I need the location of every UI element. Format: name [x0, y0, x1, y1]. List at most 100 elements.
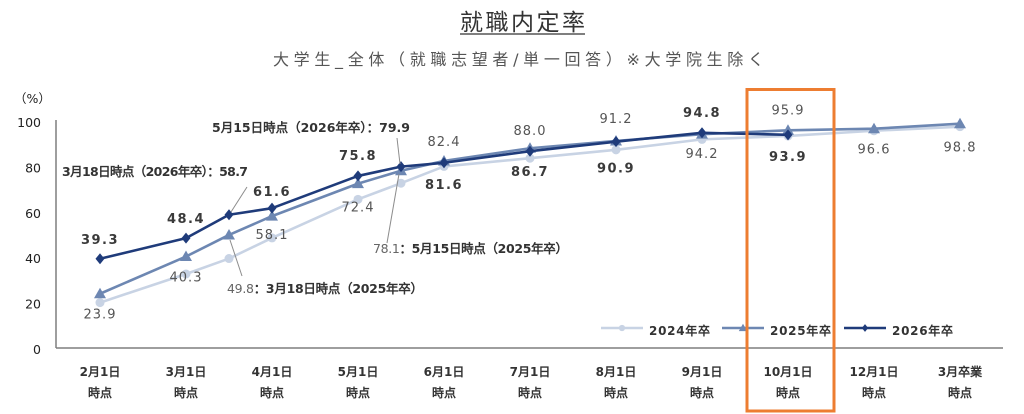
- circle-marker-icon: [396, 178, 406, 188]
- annotation-label: ：3月18日時点（2025年卒）: [254, 281, 423, 296]
- x-category-suffix: 時点: [432, 385, 456, 400]
- data-label: 90.9: [597, 162, 635, 177]
- x-category-suffix: 時点: [88, 385, 112, 400]
- annotation-label: ：5月15日時点（2025年卒）: [399, 241, 568, 256]
- data-label: 23.9: [84, 308, 117, 323]
- x-category-suffix: 時点: [174, 385, 198, 400]
- x-category-date: 8月1日: [596, 365, 637, 379]
- data-label: 88.0: [514, 124, 547, 139]
- circle-marker-icon: [95, 298, 105, 308]
- data-label: 72.4: [342, 201, 375, 216]
- data-labels: 23.9 40.3 58.1 72.4 82.4 88.0 91.2 94.2 95.9 96.6…: [81, 103, 977, 323]
- triangle-marker-icon: [94, 287, 106, 299]
- annotation-text: 49.8：3月18日時点（2025年卒）: [227, 281, 423, 296]
- annotation-label: 5月15日時点（2026年卒）：: [212, 120, 379, 135]
- chart-title: 就職内定率: [460, 10, 585, 36]
- diamond-marker-icon: [783, 129, 793, 141]
- annotation-leader-line: [230, 186, 248, 213]
- annotation-label: 3月18日時点（2026年卒）：: [62, 164, 220, 179]
- diamond-marker-icon: [611, 136, 621, 148]
- circle-marker-icon: [224, 254, 234, 264]
- legend-item: 2026年卒: [844, 323, 953, 338]
- data-label: 96.6: [858, 143, 891, 158]
- x-category-suffix: 時点: [948, 385, 972, 400]
- x-category-label: 9月1日時点: [682, 365, 723, 400]
- triangle-marker-icon: [266, 210, 278, 221]
- x-category-label: 12月1日時点: [849, 365, 898, 400]
- data-label: 98.8: [944, 141, 977, 156]
- x-category-suffix: 時点: [690, 385, 714, 400]
- data-label: 95.9: [772, 103, 805, 118]
- legend-label: 2026年卒: [892, 323, 953, 338]
- x-category-label: 2月1日時点: [80, 365, 121, 400]
- annotation-text: 78.1：5月15日時点（2025年卒）: [373, 241, 568, 256]
- legend-item: 2025年卒: [722, 323, 831, 338]
- data-label: 61.6: [253, 185, 291, 200]
- x-category-date: 12月1日: [849, 365, 898, 379]
- annotations: 3月18日時点（2026年卒）：58.7 5月15日時点（2026年卒）：79.9…: [62, 120, 568, 296]
- diamond-marker-icon: [439, 157, 449, 169]
- triangle-marker-icon: [180, 250, 192, 262]
- data-label: 48.4: [167, 212, 205, 227]
- circle-marker-icon: [611, 145, 621, 155]
- annotation: 3月18日時点（2026年卒）：58.7: [62, 164, 248, 213]
- annotation-value: 79.9: [379, 120, 410, 135]
- data-label: 94.8: [683, 106, 721, 121]
- legend-label: 2025年卒: [770, 323, 831, 338]
- x-category-date: 3月1日: [166, 365, 207, 379]
- annotation-leader-line: [229, 239, 243, 277]
- y-tick-label: 0: [33, 342, 41, 357]
- y-tick-label: 60: [25, 206, 41, 221]
- x-category-label: 3月1日時点: [166, 365, 207, 400]
- annotation-leader-line: [396, 137, 401, 165]
- x-category-date: 3月卒業: [938, 364, 983, 379]
- legend-triangle-marker-icon: [738, 323, 748, 332]
- diamond-marker-icon: [697, 127, 707, 139]
- x-axis-categories: 2月1日時点3月1日時点4月1日時点5月1日時点6月1日時点7月1日時点8月1日…: [80, 364, 984, 400]
- annotation: 5月15日時点（2026年卒）：79.9: [212, 120, 410, 165]
- data-label: 91.2: [600, 112, 633, 127]
- circle-marker-icon: [181, 269, 191, 279]
- legend-label: 2024年卒: [649, 323, 710, 338]
- data-label: 40.3: [170, 271, 203, 286]
- axes: [55, 120, 1003, 349]
- x-category-suffix: 時点: [346, 385, 370, 400]
- y-axis-ticks: （%） 0 20 40 60 80 100: [14, 91, 51, 357]
- annotation-value: 49.8: [227, 281, 254, 296]
- y-tick-label: 40: [25, 251, 41, 266]
- legend-item: 2024年卒: [601, 323, 710, 338]
- x-category-label: 10月1日時点: [763, 365, 812, 400]
- data-label: 94.2: [686, 147, 719, 162]
- triangle-marker-icon: [223, 228, 235, 240]
- annotation: 78.1：5月15日時点（2025年卒）: [373, 173, 568, 256]
- highlight-box-group: [745, 88, 836, 413]
- diamond-marker-icon: [396, 161, 406, 173]
- x-category-label: 5月1日時点: [338, 365, 379, 400]
- x-category-date: 9月1日: [682, 365, 723, 379]
- annotation-value: 78.1: [373, 241, 400, 256]
- data-label: 93.9: [769, 150, 807, 165]
- triangle-marker-icon: [954, 117, 966, 129]
- chart-subtitle: 大学生_全体（就職志望者/単一回答）※大学院生除く: [273, 50, 764, 70]
- diamond-marker-icon: [95, 253, 105, 265]
- annotation-text: 3月18日時点（2026年卒）：58.7: [62, 164, 248, 179]
- data-label: 82.4: [428, 135, 461, 150]
- x-category-suffix: 時点: [260, 385, 284, 400]
- x-category-suffix: 時点: [604, 385, 628, 400]
- x-category-date: 7月1日: [510, 365, 551, 379]
- x-category-date: 5月1日: [338, 365, 379, 379]
- legend-circle-marker-icon: [618, 324, 626, 332]
- data-label: 39.3: [81, 233, 119, 248]
- y-tick-label: 100: [17, 115, 41, 130]
- data-label: 58.1: [256, 228, 289, 243]
- x-category-date: 2月1日: [80, 365, 121, 379]
- x-category-suffix: 時点: [862, 385, 886, 400]
- x-category-date: 4月1日: [252, 365, 293, 379]
- y-tick-label: 80: [25, 160, 41, 175]
- x-category-label: 6月1日時点: [424, 365, 465, 400]
- circle-marker-icon: [353, 194, 363, 204]
- data-label: 81.6: [425, 178, 463, 193]
- x-category-suffix: 時点: [776, 385, 800, 400]
